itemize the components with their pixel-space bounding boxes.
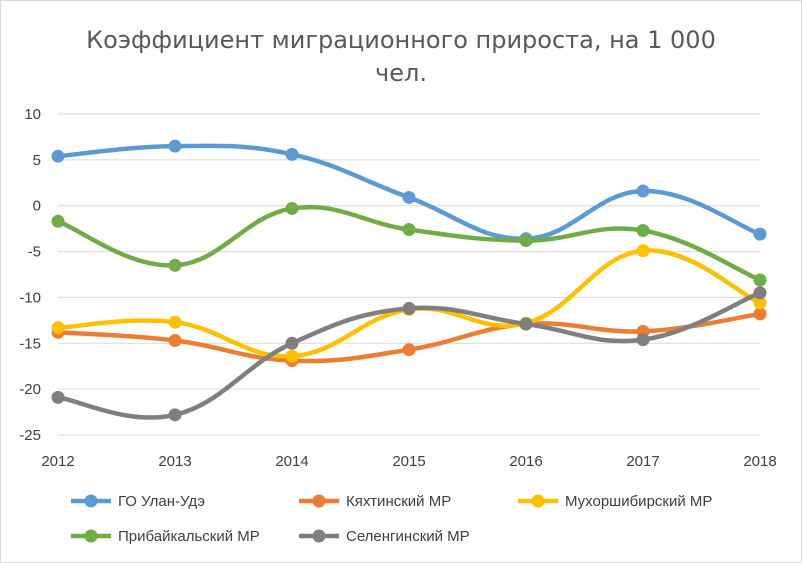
data-point-0-3: [402, 190, 416, 204]
series-4: [51, 286, 767, 422]
x-tick-label: 2012: [41, 453, 74, 470]
data-point-4-5: [636, 333, 650, 347]
data-point-0-1: [168, 139, 182, 153]
data-point-2-2: [285, 349, 299, 363]
legend-swatch-marker: [312, 494, 326, 508]
x-axis-ticks: 2012 2013 2014 2015 2016 2017 2018: [41, 453, 776, 470]
legend-swatch-marker: [84, 494, 98, 508]
y-tick-label: -15: [19, 335, 41, 352]
x-tick-label: 2014: [275, 453, 308, 470]
data-point-2-5: [636, 244, 650, 258]
legend-item-0: ГО Улан-Удэ: [71, 493, 205, 510]
data-point-1-3: [402, 343, 416, 357]
y-tick-label: -10: [19, 289, 41, 306]
data-point-1-1: [168, 334, 182, 348]
data-point-3-6: [753, 273, 767, 287]
x-tick-label: 2013: [158, 453, 191, 470]
legend: ГО Улан-Удэ Кяхтинский МР Мухоршибирский М…: [71, 493, 712, 545]
chart-title-line2: чел.: [375, 59, 427, 87]
x-tick-label: 2018: [743, 453, 776, 470]
data-point-4-3: [402, 301, 416, 315]
chart-title-line1: Коэффициент миграционного прироста, на 1…: [86, 26, 716, 54]
legend-label: Кяхтинский МР: [346, 493, 451, 510]
data-point-0-5: [636, 184, 650, 198]
legend-item-1: Кяхтинский МР: [299, 493, 451, 510]
x-tick-label: 2015: [392, 453, 425, 470]
data-point-4-1: [168, 408, 182, 422]
data-point-4-2: [285, 336, 299, 350]
series-3: [51, 201, 767, 287]
legend-item-3: Прибайкальский МР: [71, 528, 260, 545]
y-axis-ticks: 10 5 0 -5 -10 -15 -20 -25: [19, 106, 41, 444]
data-point-3-4: [519, 234, 533, 248]
y-tick-label: 10: [24, 106, 41, 123]
gridlines: [58, 113, 760, 436]
x-tick-label: 2017: [626, 453, 659, 470]
data-point-3-5: [636, 223, 650, 237]
data-point-2-6: [753, 296, 767, 310]
y-tick-label: 5: [33, 152, 41, 169]
data-point-0-0: [51, 149, 65, 163]
legend-item-2: Мухоршибирский МР: [518, 493, 712, 510]
data-point-0-2: [285, 147, 299, 161]
y-tick-label: 0: [33, 198, 41, 215]
data-point-3-1: [168, 258, 182, 272]
series-line-3: [55, 204, 763, 283]
series-lines: [51, 139, 767, 422]
data-point-1-6: [753, 307, 767, 321]
data-point-3-2: [285, 201, 299, 215]
legend-label: Селенгинский МР: [346, 528, 470, 545]
data-point-4-0: [51, 390, 65, 404]
y-tick-label: -25: [19, 427, 41, 444]
legend-label: Прибайкальский МР: [118, 528, 260, 545]
data-point-3-3: [402, 223, 416, 237]
legend-swatch-marker: [531, 494, 545, 508]
y-tick-label: -20: [19, 381, 41, 398]
data-point-2-0: [51, 321, 65, 335]
data-point-4-6: [753, 286, 767, 300]
data-point-0-6: [753, 227, 767, 241]
legend-item-4: Селенгинский МР: [299, 528, 470, 545]
data-point-3-0: [51, 214, 65, 228]
data-point-2-1: [168, 315, 182, 329]
legend-label: Мухоршибирский МР: [565, 493, 712, 510]
y-tick-label: -5: [28, 244, 41, 261]
legend-swatch-marker: [84, 529, 98, 543]
legend-swatch-marker: [312, 529, 326, 543]
x-tick-label: 2016: [509, 453, 542, 470]
series-0: [51, 139, 767, 246]
legend-label: ГО Улан-Удэ: [118, 493, 205, 510]
data-point-4-4: [519, 317, 533, 331]
